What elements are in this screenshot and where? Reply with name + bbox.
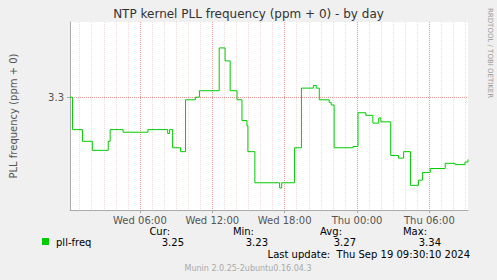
svg-text:3.23: 3.23 — [246, 237, 268, 248]
svg-text:Thu 06:00: Thu 06:00 — [403, 215, 455, 226]
svg-text:Max:: Max: — [403, 226, 427, 237]
svg-text:Min:: Min: — [233, 226, 254, 237]
svg-text:RRDTOOL / TOBI OETIKER: RRDTOOL / TOBI OETIKER — [486, 8, 494, 98]
svg-text:Munin 2.0.25-2ubuntu0.16.04.3: Munin 2.0.25-2ubuntu0.16.04.3 — [185, 264, 312, 273]
svg-text:3.34: 3.34 — [419, 237, 441, 248]
svg-text:3.27: 3.27 — [334, 237, 356, 248]
svg-text:Wed 18:00: Wed 18:00 — [258, 215, 312, 226]
svg-text:3.3: 3.3 — [48, 92, 64, 103]
svg-text:Cur:: Cur: — [149, 226, 170, 237]
svg-text:3.25: 3.25 — [162, 237, 184, 248]
svg-text:Wed 06:00: Wed 06:00 — [113, 215, 167, 226]
svg-text:Last update: Thu Sep 19 09:30: Last update: Thu Sep 19 09:30:10 2024 — [268, 249, 470, 260]
svg-text:Avg:: Avg: — [320, 226, 342, 237]
svg-text:Thu 00:00: Thu 00:00 — [331, 215, 383, 226]
svg-text:pll-freq: pll-freq — [56, 237, 91, 248]
svg-text:PLL frequency (ppm + 0): PLL frequency (ppm + 0) — [8, 53, 19, 178]
svg-text:Wed 12:00: Wed 12:00 — [185, 215, 239, 226]
svg-text:NTP kernel PLL frequency (ppm: NTP kernel PLL frequency (ppm + 0) - by … — [113, 7, 384, 21]
